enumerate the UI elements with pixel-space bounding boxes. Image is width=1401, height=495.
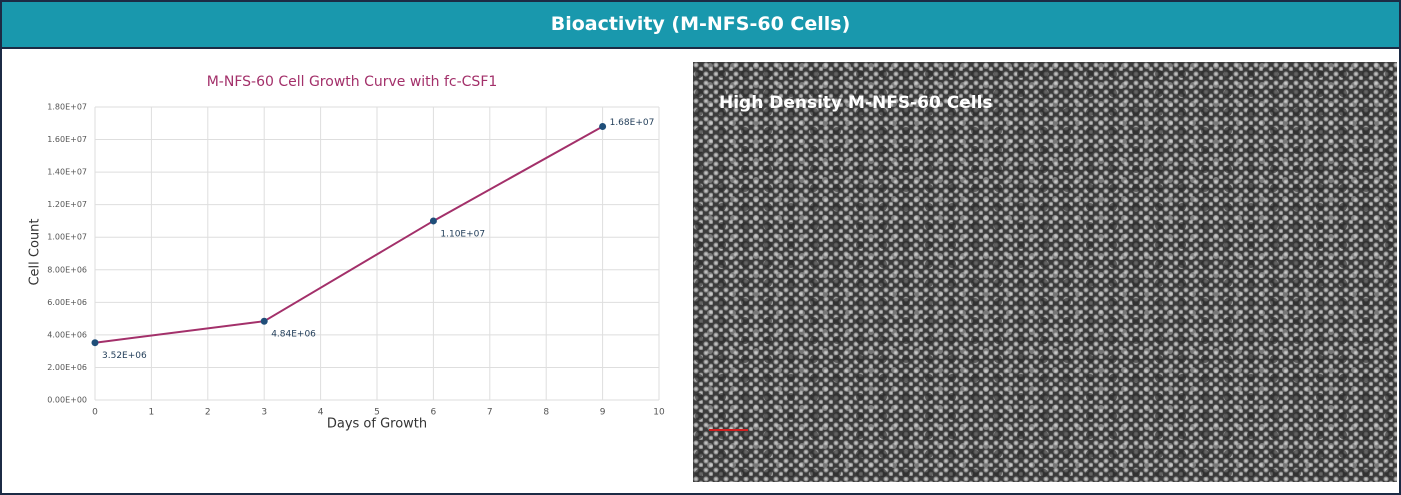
chart-title: M-NFS-60 Cell Growth Curve with fc-CSF1	[207, 74, 498, 90]
x-tick-label: 6	[431, 408, 437, 418]
x-tick-label: 9	[600, 408, 606, 418]
x-tick-label: 10	[653, 408, 665, 418]
y-tick-label: 1.60E+07	[47, 135, 87, 144]
data-label: 1.68E+07	[610, 118, 655, 128]
cell-image: High Density M-NFS-60 Cells	[693, 62, 1397, 482]
y-tick-label: 1.00E+07	[47, 233, 87, 242]
data-point	[92, 339, 99, 346]
data-point	[430, 217, 437, 224]
x-tick-label: 4	[318, 408, 324, 418]
chart: M-NFS-60 Cell Growth Curve with fc-CSF1 …	[2, 49, 682, 489]
x-tick-label: 2	[205, 408, 211, 418]
x-tick-label: 3	[261, 408, 267, 418]
header-title: Bioactivity (M-NFS-60 Cells)	[2, 2, 1399, 49]
y-tick-label: 1.40E+07	[47, 168, 87, 177]
y-tick-label: 4.00E+06	[47, 330, 87, 339]
data-point	[599, 123, 606, 130]
y-tick-label: 1.80E+07	[47, 103, 87, 112]
x-tick-label: 0	[92, 408, 98, 418]
data-label: 3.52E+06	[102, 351, 147, 361]
x-tick-label: 7	[487, 408, 493, 418]
page: Bioactivity (M-NFS-60 Cells) M-NFS-60 Ce…	[0, 0, 1401, 495]
data-label: 1.10E+07	[440, 229, 485, 239]
y-tick-label: 6.00E+06	[47, 298, 87, 307]
x-tick-label: 8	[543, 408, 549, 418]
x-axis-label: Days of Growth	[327, 417, 427, 432]
x-tick-label: 5	[374, 408, 380, 418]
data-line	[95, 127, 603, 343]
data-label: 4.84E+06	[271, 330, 316, 340]
y-axis-label: Cell Count	[28, 218, 43, 285]
y-tick-label: 8.00E+06	[47, 265, 87, 274]
y-tick-label: 1.20E+07	[47, 200, 87, 209]
y-tick-label: 2.00E+06	[47, 363, 87, 372]
y-tick-label: 0.00E+00	[47, 396, 87, 405]
micrograph-texture	[693, 62, 1397, 482]
image-caption: High Density M-NFS-60 Cells	[719, 93, 993, 113]
data-point	[261, 318, 268, 325]
x-tick-label: 1	[149, 408, 155, 418]
